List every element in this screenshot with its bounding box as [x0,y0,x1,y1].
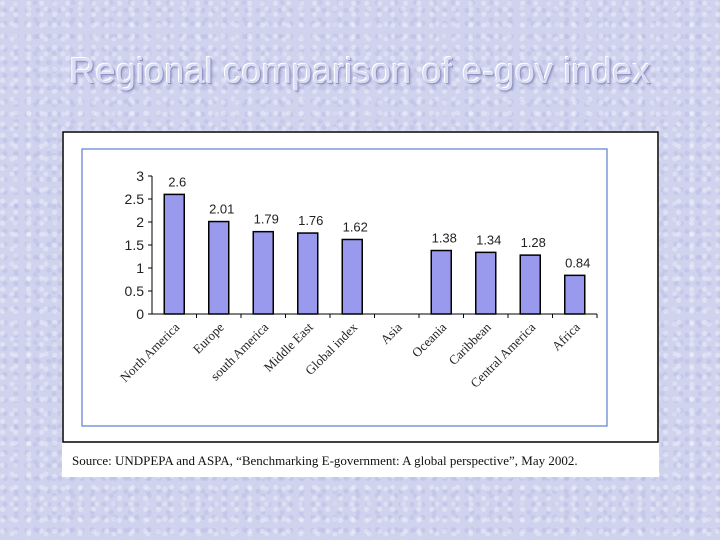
data-label: 1.76 [298,213,323,228]
y-tick-label: 2 [136,214,144,230]
bar [163,193,185,315]
bar [475,251,497,315]
data-label: 0.84 [565,255,590,270]
data-label: 2.6 [168,174,186,189]
bar [519,254,541,315]
plot-area-border [81,148,608,427]
data-label: 1.28 [521,235,546,250]
x-tick-label: North America [117,319,183,385]
chart-figure: 3 2.5 2 1.5 1 0.5 0 2.6 North America 2.01 Europe 1… [62,131,659,477]
y-tick-label: 0.5 [125,283,145,299]
y-tick-label: 2.5 [125,191,145,207]
bar-chart: 3 2.5 2 1.5 1 0.5 0 2.6 North America 2.01 Europe 1… [62,131,659,443]
bar [564,274,586,315]
bar [297,232,319,315]
data-label: 2.01 [209,202,234,217]
data-label: 1.62 [343,219,368,234]
x-tick-label: Africa [549,319,583,353]
data-label: 1.34 [476,232,501,247]
slide-title: Regional comparison of e-gov index [69,50,651,91]
x-tick-label: Oceania [409,319,450,360]
data-label: 1.79 [254,212,279,227]
bar [252,230,274,315]
x-tick-label: Europe [190,319,227,356]
chart-frame [62,131,659,443]
bar [430,249,452,315]
y-tick-label: 1.5 [125,237,145,253]
y-tick-label: 0 [136,306,144,322]
x-tick-label: Asia [377,319,405,347]
y-tick-label: 1 [136,260,144,276]
bar [208,220,230,315]
data-label: 1.38 [432,231,457,246]
bar [341,238,363,315]
source-note: Source: UNDPEPA and ASPA, “Benchmarking … [72,453,578,468]
y-tick-label: 3 [136,168,144,184]
